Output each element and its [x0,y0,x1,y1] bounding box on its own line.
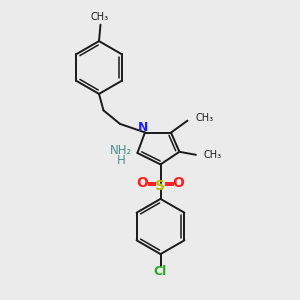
Text: NH₂: NH₂ [110,143,132,157]
Text: N: N [138,121,148,134]
Text: O: O [136,176,148,190]
Text: Cl: Cl [154,265,167,278]
Text: CH₃: CH₃ [195,113,213,123]
Text: CH₃: CH₃ [91,12,109,22]
Text: O: O [172,176,184,190]
Text: CH₃: CH₃ [204,150,222,160]
Text: S: S [155,179,166,193]
Text: H: H [116,154,125,167]
